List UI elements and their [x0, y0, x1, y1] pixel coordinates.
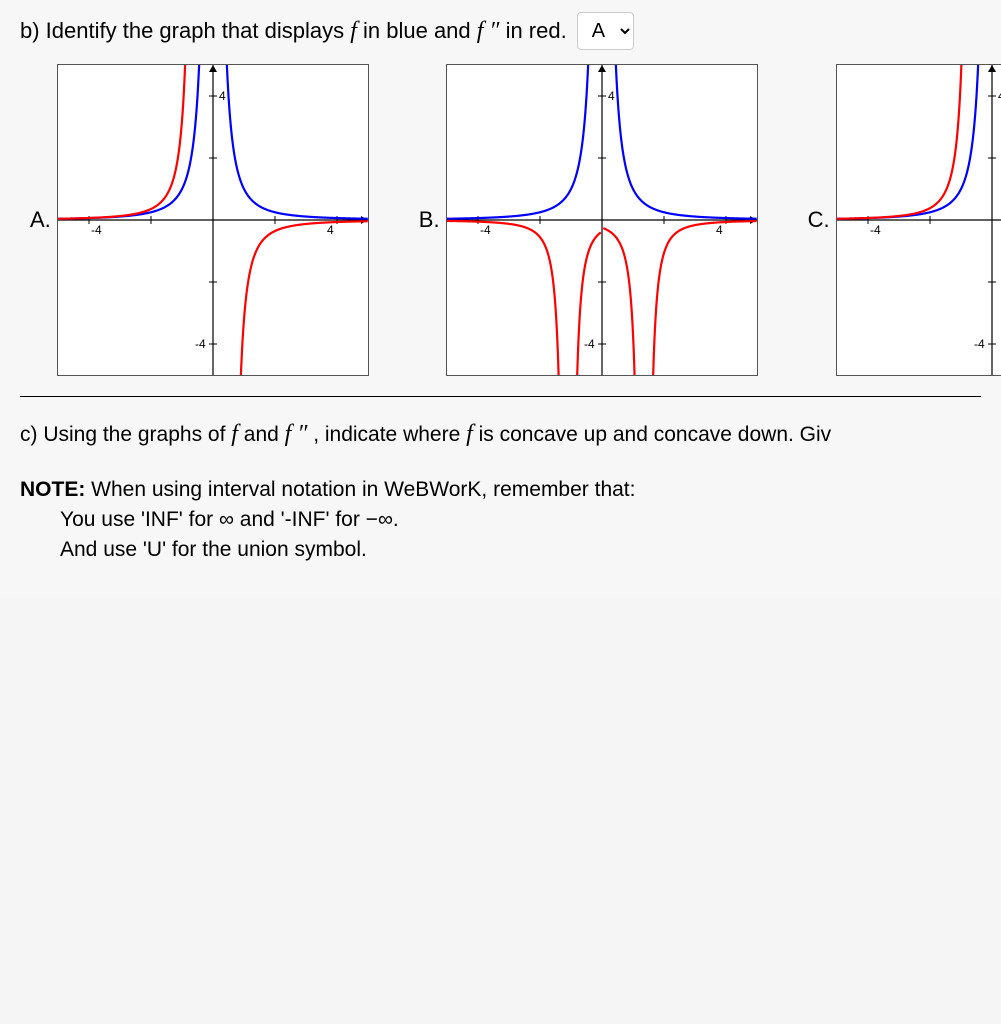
chart-box-B: -4 4 4 -4	[446, 64, 758, 376]
qc-f-again: f	[466, 421, 473, 447]
qc-mid: and	[244, 423, 285, 446]
chart-cell-C: C. -444-4	[808, 64, 1001, 376]
note-line2: You use 'INF' for ∞ and '-INF' for −∞.	[60, 508, 981, 532]
svg-text:-4: -4	[584, 337, 595, 351]
svg-text:4: 4	[998, 89, 1001, 103]
chart-box-A: -4 4 4 -4	[57, 64, 369, 376]
note-line3: And use 'U' for the union symbol.	[60, 538, 981, 562]
qb-prefix: b) Identify the graph that displays	[20, 18, 350, 43]
svg-text:-4: -4	[974, 337, 985, 351]
note-title: NOTE:	[20, 478, 85, 501]
chart-label-B: B.	[419, 207, 440, 233]
svg-text:4: 4	[608, 89, 615, 103]
chart-box-C: -444-4	[836, 64, 1001, 376]
qc-prefix: c) Using the graphs of	[20, 423, 231, 446]
chart-label-C: C.	[808, 207, 830, 233]
svg-text:4: 4	[716, 223, 723, 237]
qb-f2: f ″	[477, 18, 500, 44]
answer-dropdown[interactable]: ABCD	[577, 12, 634, 50]
qc-suf1: , indicate where	[313, 423, 466, 446]
problem-page: b) Identify the graph that displays f in…	[0, 0, 1001, 598]
qb-f: f	[350, 18, 357, 44]
svg-text:-4: -4	[91, 223, 102, 237]
chart-grid: A. -444-4 B. -444-4 C. -444-4 D. -444-4	[30, 64, 1001, 376]
divider	[20, 396, 981, 397]
note-title-line: NOTE: When using interval notation in We…	[20, 478, 981, 502]
qc-suf2: is concave up and concave down. Giv	[479, 423, 832, 446]
svg-text:-4: -4	[480, 223, 491, 237]
chart-label-A: A.	[30, 207, 51, 233]
question-c-text: c) Using the graphs of f and f ″ , indic…	[20, 421, 981, 448]
svg-text:-4: -4	[870, 223, 881, 237]
qc-f: f	[231, 421, 238, 447]
question-b-row: b) Identify the graph that displays f in…	[20, 12, 981, 50]
chart-cell-A: A. -4 4 4 -4	[30, 64, 369, 376]
svg-text:4: 4	[219, 89, 226, 103]
qb-mid1: in blue and	[363, 18, 477, 43]
chart-cell-B: B. -4 4 4 -4	[419, 64, 758, 376]
question-b-text: b) Identify the graph that displays f in…	[20, 18, 567, 45]
note-line1: When using interval notation in WeBWorK,…	[91, 478, 635, 501]
qb-suffix: in red.	[506, 18, 567, 43]
svg-text:4: 4	[327, 223, 334, 237]
qc-f2: f ″	[285, 421, 308, 447]
svg-text:-4: -4	[195, 337, 206, 351]
